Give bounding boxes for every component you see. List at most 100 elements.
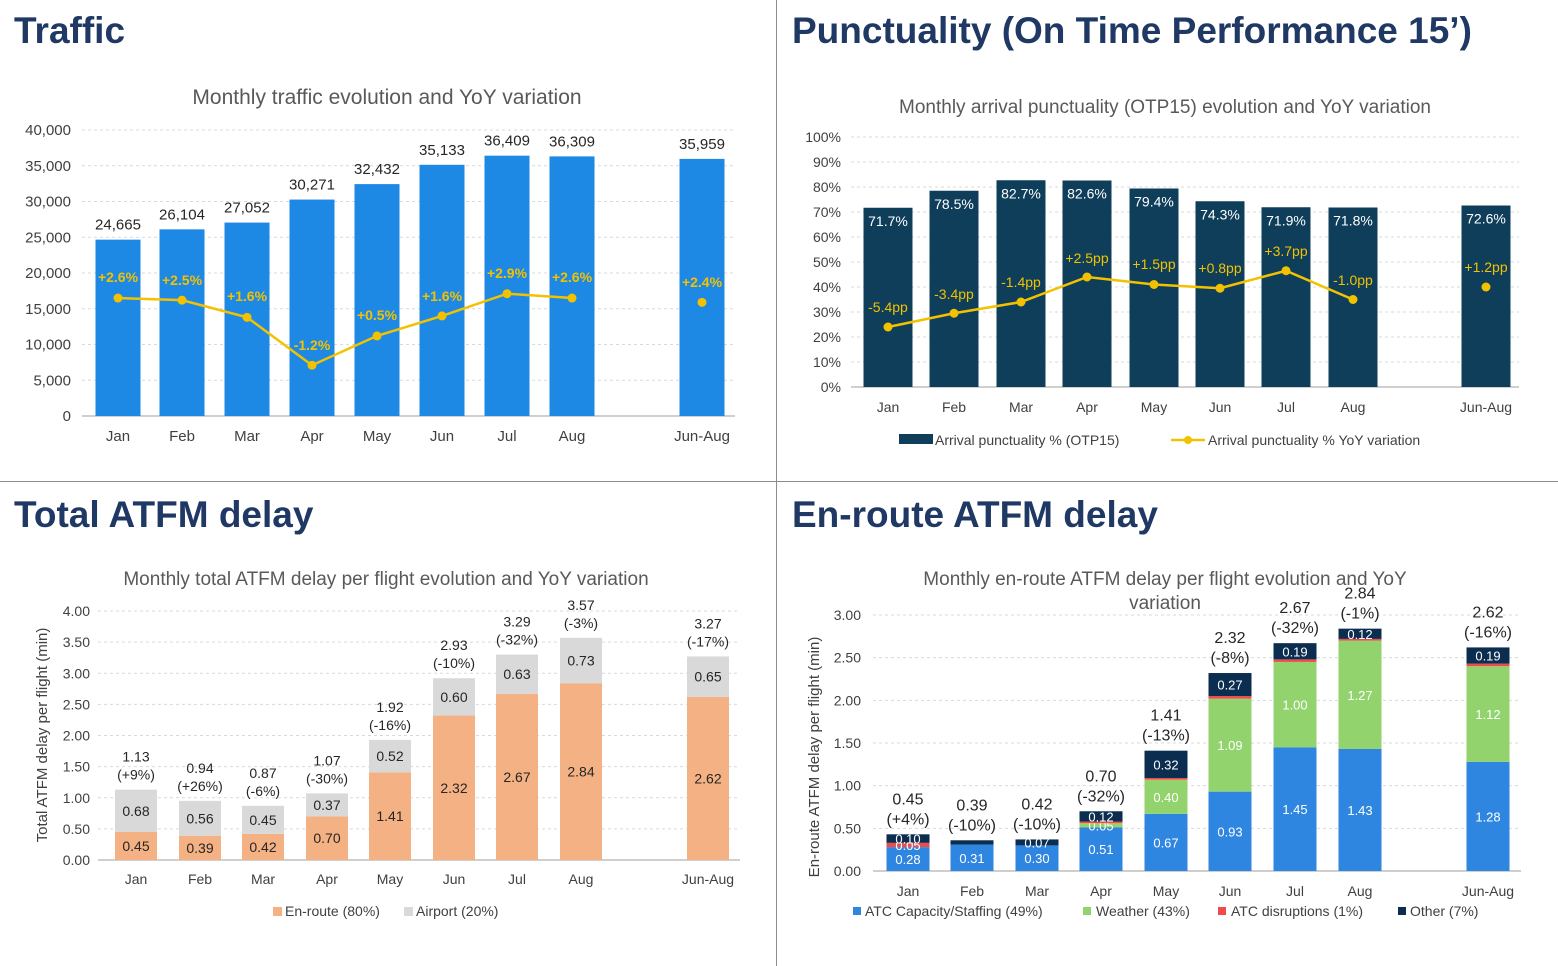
enroute-atfm-yoy-label: (-16%) <box>1464 624 1512 641</box>
total-atfm-segment-label: 0.60 <box>440 689 467 705</box>
traffic-yoy-point <box>372 331 382 341</box>
enroute-atfm-segment-label: 0.30 <box>1024 851 1049 866</box>
enroute-atfm-segment-label: 0.93 <box>1217 824 1242 839</box>
punctuality-value-label: 79.4% <box>1134 194 1174 210</box>
enroute-atfm-x-label-jun-aug: Jun-Aug <box>1462 883 1514 899</box>
traffic-x-label-jun-aug: Jun-Aug <box>674 428 730 445</box>
total-atfm-segment-label: 0.39 <box>186 840 213 856</box>
total-atfm-x-label-aug: Aug <box>569 871 594 887</box>
enroute-atfm-segment-label: 0.32 <box>1153 757 1178 772</box>
enroute-atfm-chart: Monthly en-route ATFM delay per flight e… <box>806 569 1521 919</box>
enroute-atfm-segment-weather-43-aug <box>1338 640 1382 749</box>
punctuality-y-tick-label: 100% <box>805 129 841 145</box>
enroute-atfm-legend-swatch-weather-43 <box>1083 907 1091 915</box>
punctuality-x-label-jun-aug: Jun-Aug <box>1460 399 1512 415</box>
enroute-atfm-segment-label: 0.27 <box>1217 678 1242 693</box>
enroute-atfm-segment-atc-disruptions-1-jun <box>1208 696 1252 699</box>
traffic-value-label: 30,271 <box>289 177 335 194</box>
total-atfm-total-label: 3.57 <box>567 597 594 613</box>
total-atfm-segment-airport-20-aug <box>560 637 602 684</box>
punctuality-bar-jul <box>1261 207 1311 387</box>
enroute-atfm-yoy-label: (-32%) <box>1271 620 1319 637</box>
traffic-yoy-point <box>697 297 707 307</box>
traffic-yoy-label: +2.5% <box>162 272 203 288</box>
punctuality-chart-title: Monthly arrival punctuality (OTP15) evol… <box>899 97 1431 118</box>
total-atfm-segment-label: 0.65 <box>694 669 721 685</box>
enroute-atfm-segment-label: 0.10 <box>895 832 920 847</box>
total-atfm-yoy-label: (-10%) <box>433 655 475 671</box>
total-atfm-yoy-label: (-16%) <box>369 717 411 733</box>
punctuality-value-label: 71.9% <box>1266 212 1306 228</box>
punctuality-yoy-point <box>1281 266 1291 276</box>
traffic-yoy-label: +1.6% <box>422 288 463 304</box>
punctuality-x-label-feb: Feb <box>942 399 966 415</box>
enroute-atfm-total-label: 2.84 <box>1344 586 1375 603</box>
traffic-y-tick-label: 0 <box>63 408 71 425</box>
total-atfm-y-tick-label: 0.50 <box>63 821 90 837</box>
punctuality-yoy-label: -1.0pp <box>1333 272 1373 288</box>
traffic-value-label: 36,309 <box>549 133 595 150</box>
punctuality-yoy-point <box>1215 283 1225 293</box>
enroute-atfm-segment-label: 1.00 <box>1282 698 1307 713</box>
enroute-atfm-segment-atc-capacity-staffing-49-jul <box>1273 747 1317 871</box>
traffic-yoy-point <box>113 293 123 303</box>
enroute-atfm-legend-swatch-atc-capacity-staffing-49 <box>853 907 861 915</box>
total-atfm-total-label: 3.27 <box>694 615 721 631</box>
punctuality-value-label: 72.6% <box>1466 211 1506 227</box>
punctuality-yoy-label: -1.4pp <box>1001 274 1041 290</box>
punctuality-yoy-label: -3.4pp <box>934 286 974 302</box>
enroute-atfm-segment-other-7-may <box>1144 750 1188 778</box>
total-atfm-segment-en-route-80-may <box>369 772 411 860</box>
punctuality-legend-line-label: Arrival punctuality % YoY variation <box>1208 432 1420 448</box>
total-atfm-y-tick-label: 3.00 <box>63 665 90 681</box>
enroute-atfm-yoy-label: (-1%) <box>1340 606 1379 623</box>
enroute-atfm-segment-atc-capacity-staffing-49-apr <box>1079 827 1123 871</box>
total-atfm-total-label: 3.29 <box>503 614 530 630</box>
traffic-y-tick-label: 20,000 <box>25 265 71 282</box>
punctuality-yoy-label: +0.8pp <box>1198 260 1241 276</box>
enroute-atfm-y-tick-label: 0.00 <box>834 863 861 879</box>
enroute-atfm-y-tick-label: 1.50 <box>834 735 861 751</box>
enroute-atfm-segment-label: 0.19 <box>1475 649 1500 664</box>
traffic-yoy-point <box>242 312 252 322</box>
total-atfm-segment-label: 2.62 <box>694 770 721 786</box>
punctuality-bar-jan <box>863 207 913 387</box>
enroute-atfm-x-label-mar: Mar <box>1025 883 1049 899</box>
punctuality-yoy-line <box>887 269 1354 329</box>
total-atfm-legend-airport-label: Airport (20%) <box>416 903 498 919</box>
total-atfm-segment-airport-20-jul <box>496 654 538 694</box>
punctuality-y-tick-label: 50% <box>813 254 841 270</box>
enroute-atfm-segment-atc-disruptions-1-jan <box>886 842 930 848</box>
total-atfm-segment-en-route-80-jan <box>115 831 157 860</box>
total-atfm-panel-title: Total ATFM delay <box>14 494 314 535</box>
total-atfm-segment-en-route-80-mar <box>242 833 284 860</box>
traffic-x-label-feb: Feb <box>169 428 195 445</box>
total-atfm-segment-en-route-80-feb <box>179 835 221 860</box>
punctuality-chart: Monthly arrival punctuality (OTP15) evol… <box>805 97 1519 448</box>
total-atfm-segment-en-route-80-jul <box>496 693 538 860</box>
punctuality-y-tick-label: 90% <box>813 154 841 170</box>
enroute-atfm-y-tick-label: 1.00 <box>834 778 861 794</box>
enroute-atfm-segment-label: 0.40 <box>1153 790 1178 805</box>
punctuality-value-label: 78.5% <box>934 196 974 212</box>
traffic-x-label-jan: Jan <box>106 428 130 445</box>
enroute-atfm-segment-other-7-jun-aug <box>1466 647 1510 664</box>
enroute-atfm-segment-label: 0.28 <box>895 852 920 867</box>
enroute-atfm-segment-other-7-apr <box>1079 811 1123 822</box>
enroute-atfm-segment-other-7-mar <box>1015 839 1059 846</box>
enroute-atfm-segment-weather-43-jul <box>1273 661 1317 748</box>
enroute-atfm-yoy-label: (-13%) <box>1142 728 1190 745</box>
enroute-atfm-segment-label: 1.12 <box>1475 707 1500 722</box>
enroute-atfm-segment-atc-capacity-staffing-49-jun <box>1208 791 1252 871</box>
enroute-atfm-legend-swatch-other-7 <box>1398 907 1406 915</box>
total-atfm-x-label-jun: Jun <box>443 871 466 887</box>
enroute-atfm-x-label-jul: Jul <box>1286 883 1304 899</box>
punctuality-value-label: 71.7% <box>868 213 908 229</box>
punctuality-yoy-label: +1.5pp <box>1132 256 1175 272</box>
total-atfm-x-label-jun-aug: Jun-Aug <box>682 871 734 887</box>
enroute-atfm-segment-atc-disruptions-1-jul <box>1273 659 1317 662</box>
punctuality-x-label-aug: Aug <box>1341 399 1366 415</box>
punctuality-legend-line-marker <box>1184 436 1192 444</box>
enroute-atfm-segment-label: 0.67 <box>1153 835 1178 850</box>
enroute-atfm-total-label: 2.67 <box>1279 600 1310 617</box>
